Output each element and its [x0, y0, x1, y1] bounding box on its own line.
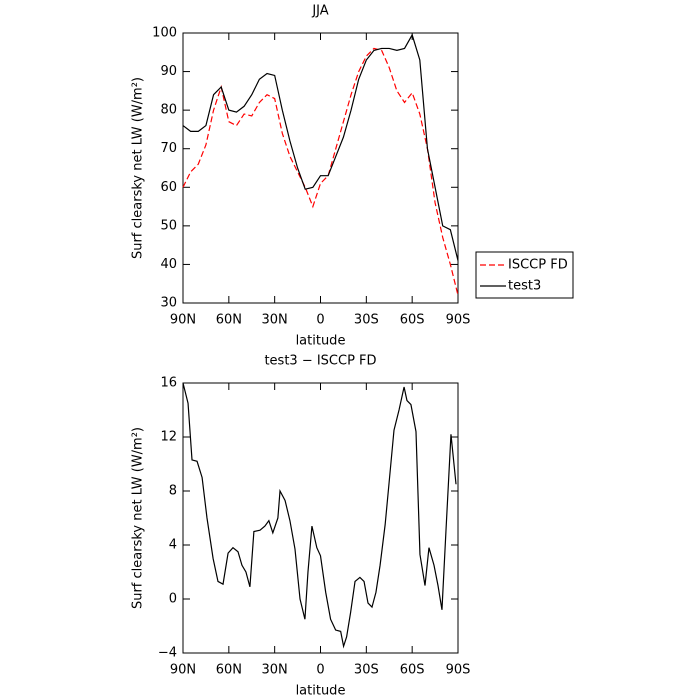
- chart-title: JJA: [311, 4, 328, 19]
- x-axis-label: latitude: [296, 334, 346, 349]
- x-tick-label: 60S: [400, 663, 425, 678]
- x-tick-label: 60N: [216, 313, 242, 328]
- x-tick-label: 90S: [446, 313, 471, 328]
- data-line: [182, 47, 459, 296]
- x-tick-label: 30N: [262, 313, 288, 328]
- legend-label: ISCCP FD: [508, 258, 568, 273]
- x-tick-label: 0: [316, 663, 324, 678]
- plot-frame: [182, 32, 459, 304]
- y-tick-label: 8: [169, 484, 177, 499]
- y-tick-label: 40: [160, 257, 177, 272]
- x-tick-label: 90N: [170, 663, 196, 678]
- y-tick-label: 60: [160, 180, 177, 195]
- x-tick-label: 60S: [400, 313, 425, 328]
- y-tick-label: 90: [160, 64, 177, 79]
- x-axis-label: latitude: [296, 684, 346, 699]
- legend-label: test3: [508, 279, 541, 294]
- y-tick-label: 50: [160, 218, 177, 233]
- y-tick-label: 70: [160, 141, 177, 156]
- data-line: [182, 33, 459, 261]
- y-axis-label: Surf clearsky net LW (W/m²): [131, 427, 146, 609]
- legend-box: [475, 251, 574, 299]
- y-tick-label: 16: [160, 376, 177, 391]
- x-tick-label: 60N: [216, 663, 242, 678]
- x-tick-label: 90S: [446, 663, 471, 678]
- x-tick-label: 30S: [354, 663, 379, 678]
- chart-title: test3 − ISCCP FD: [264, 354, 376, 369]
- y-tick-label: 12: [160, 430, 177, 445]
- y-tick-label: 0: [169, 592, 177, 607]
- x-tick-label: 30S: [354, 313, 379, 328]
- y-tick-label: 30: [160, 296, 177, 311]
- x-tick-label: 30N: [262, 663, 288, 678]
- plot-frame: [182, 382, 459, 654]
- y-tick-label: 80: [160, 103, 177, 118]
- y-axis-label: Surf clearsky net LW (W/m²): [131, 77, 146, 259]
- x-tick-label: 90N: [170, 313, 196, 328]
- y-tick-label: 100: [152, 26, 177, 41]
- y-tick-label: 4: [169, 538, 177, 553]
- x-tick-label: 0: [316, 313, 324, 328]
- y-tick-label: −4: [158, 646, 177, 661]
- data-line: [182, 382, 457, 649]
